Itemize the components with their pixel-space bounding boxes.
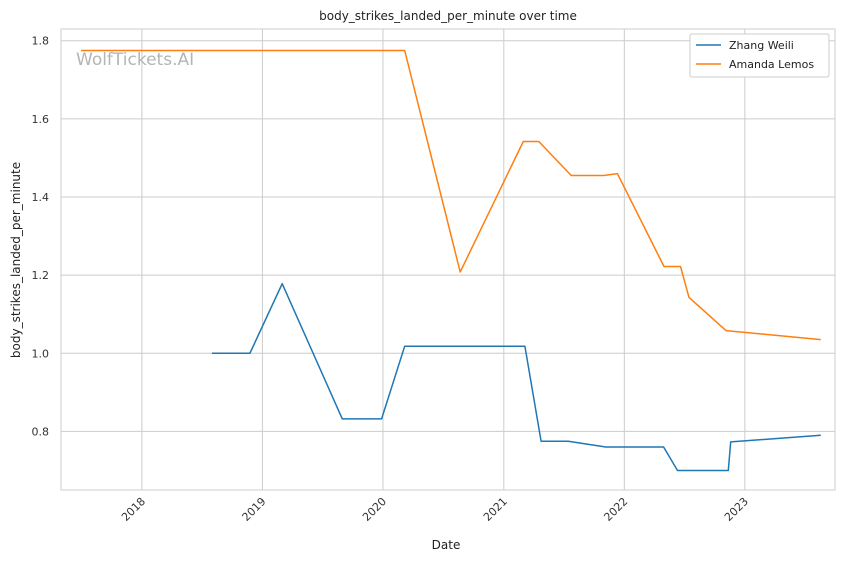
series-line-zhang-weili (211, 282, 821, 472)
plot-frame (60, 28, 836, 491)
legend-label-zhang-weili: Zhang Weili (729, 39, 794, 52)
y-tick-label: 1.6 (32, 113, 50, 126)
legend: Zhang Weili Amanda Lemos (689, 33, 830, 78)
series-line-amanda-lemos (81, 49, 821, 341)
y-tick-label: 1.0 (32, 347, 50, 360)
y-tick-label: 1.2 (32, 269, 50, 282)
grid (61, 29, 835, 490)
chart-title: body_strikes_landed_per_minute over time (319, 9, 577, 23)
series-lines (81, 49, 821, 472)
y-tick-label: 0.8 (32, 425, 50, 438)
legend-box (689, 33, 830, 78)
watermark: WolfTickets.AI (76, 50, 194, 70)
x-axis-label: Date (432, 538, 461, 552)
y-axis-label: body_strikes_landed_per_minute (9, 162, 23, 358)
y-tick-label: 1.4 (32, 191, 50, 204)
y-tick-labels: 0.8 1.0 1.2 1.4 1.6 1.8 (32, 35, 50, 439)
y-tick-label: 1.8 (32, 35, 50, 48)
legend-label-amanda-lemos: Amanda Lemos (729, 58, 814, 71)
